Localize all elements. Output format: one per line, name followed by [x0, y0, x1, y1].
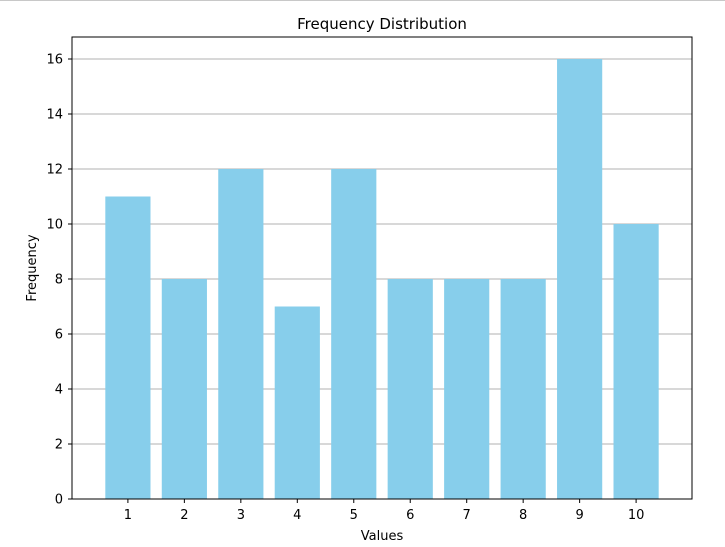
bar-1 [105, 196, 151, 499]
y-axis-label: Frequency [25, 234, 40, 301]
x-tick-label: 1 [124, 508, 132, 523]
y-tick-label: 6 [55, 328, 63, 343]
y-tick-label: 14 [46, 108, 63, 123]
y-tick-label: 16 [46, 53, 63, 68]
y-tick-label: 4 [55, 383, 63, 398]
x-tick-label: 5 [350, 508, 358, 523]
x-axis-label: Values [361, 529, 404, 544]
bar-3 [218, 169, 264, 499]
bars [105, 59, 659, 499]
bar-6 [387, 279, 433, 499]
x-tick-label: 7 [463, 508, 471, 523]
x-tick-label: 3 [237, 508, 245, 523]
x-tick-label: 9 [575, 508, 583, 523]
y-tick-label: 10 [46, 218, 63, 233]
y-tick-label: 0 [55, 493, 63, 508]
x-axis-ticks: 1 2 3 4 5 6 7 8 9 10 [124, 499, 645, 523]
plot-frame [71, 36, 693, 500]
x-tick-label: 2 [180, 508, 188, 523]
bar-8 [500, 279, 546, 499]
x-tick-label: 6 [406, 508, 414, 523]
x-tick-label: 10 [628, 508, 645, 523]
bar-4 [274, 306, 320, 499]
chart-title: Frequency Distribution [297, 15, 467, 33]
bar-2 [161, 279, 207, 499]
y-tick-label: 8 [55, 273, 63, 288]
bar-9 [557, 59, 603, 499]
x-tick-label: 8 [519, 508, 527, 523]
bar-5 [331, 169, 377, 499]
bar-10 [613, 224, 659, 499]
bar-7 [444, 279, 490, 499]
y-axis-ticks: 0 2 4 6 8 10 12 14 16 [46, 53, 72, 508]
y-tick-label: 2 [55, 438, 63, 453]
x-tick-label: 4 [293, 508, 301, 523]
top-divider [0, 0, 725, 1]
y-tick-label: 12 [46, 163, 63, 178]
